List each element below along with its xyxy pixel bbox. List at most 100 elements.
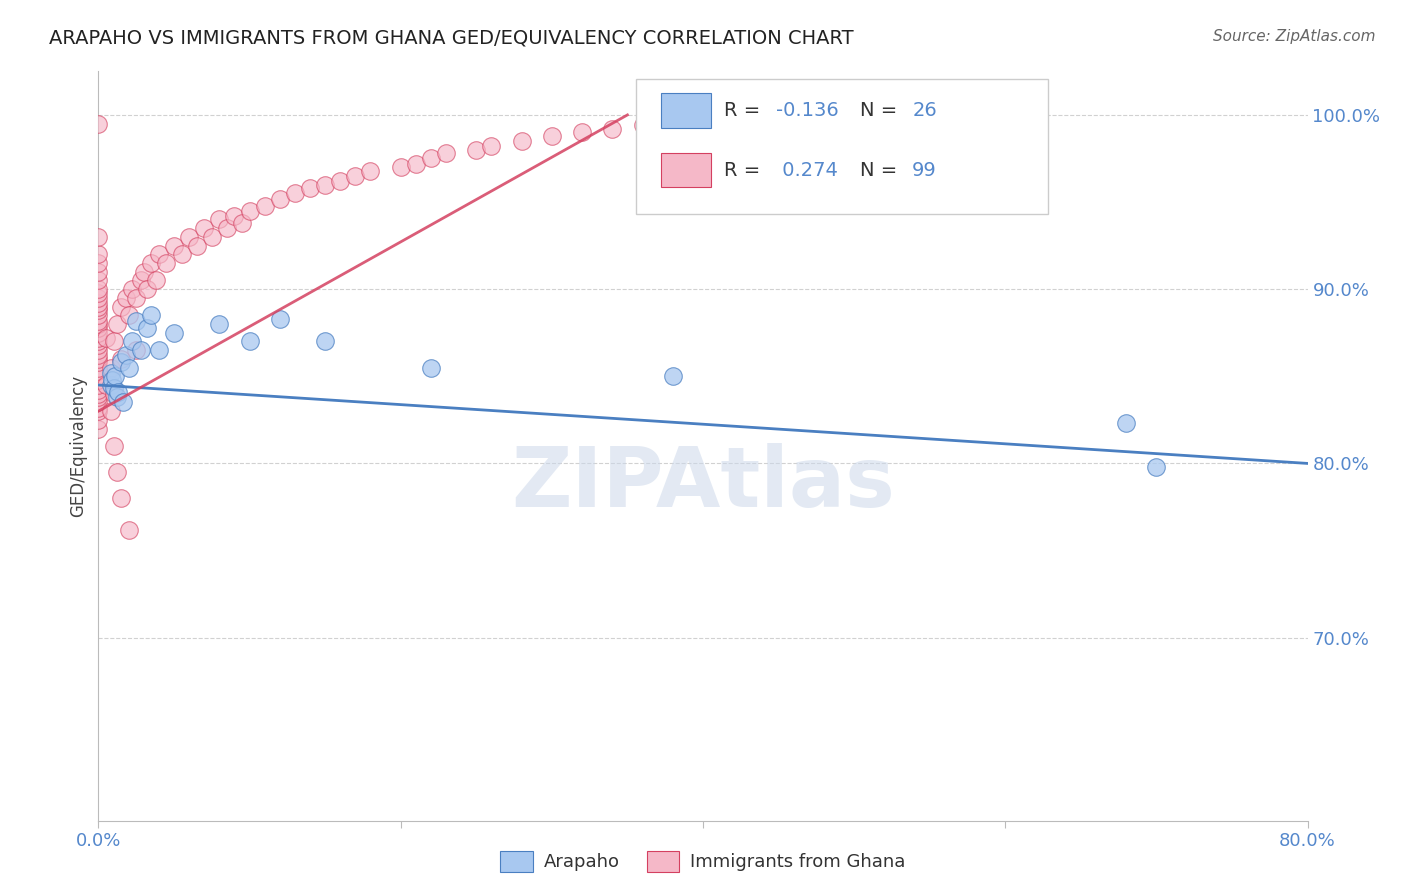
Point	[87, 285, 110, 300]
Point	[87, 369, 110, 384]
Point	[87, 413, 110, 427]
Y-axis label: GED/Equivalency: GED/Equivalency	[69, 375, 87, 517]
Point	[141, 256, 163, 270]
Point	[155, 256, 177, 270]
Point	[253, 198, 276, 212]
Point	[163, 326, 186, 340]
Point	[118, 308, 141, 322]
Text: -0.136: -0.136	[776, 101, 838, 120]
Point	[631, 119, 654, 133]
Point	[783, 134, 806, 148]
Point	[121, 282, 143, 296]
Point	[299, 181, 322, 195]
Point	[269, 192, 291, 206]
Point	[110, 300, 132, 314]
Point	[110, 491, 132, 506]
Point	[1115, 417, 1137, 431]
Point	[752, 108, 775, 122]
Point	[132, 265, 155, 279]
Point	[239, 334, 262, 349]
Point	[100, 378, 122, 392]
Point	[389, 160, 412, 174]
Point	[602, 121, 624, 136]
Text: 99: 99	[912, 161, 936, 180]
FancyBboxPatch shape	[637, 78, 1047, 214]
Point	[540, 128, 562, 143]
Point	[661, 115, 683, 129]
Text: Source: ZipAtlas.com: Source: ZipAtlas.com	[1212, 29, 1375, 44]
Point	[87, 360, 110, 375]
Point	[87, 313, 110, 327]
Point	[87, 282, 110, 296]
Point	[360, 163, 382, 178]
Point	[105, 317, 128, 331]
Point	[314, 334, 336, 349]
Point	[103, 334, 125, 349]
Point	[87, 300, 110, 314]
Point	[844, 117, 866, 131]
Point	[208, 212, 231, 227]
Point	[125, 291, 148, 305]
Point	[510, 134, 533, 148]
Point	[87, 378, 110, 392]
Point	[87, 334, 110, 349]
Point	[87, 401, 110, 415]
Point	[208, 317, 231, 331]
Text: R =: R =	[724, 101, 766, 120]
Point	[87, 395, 110, 409]
Point	[420, 360, 443, 375]
Point	[87, 351, 110, 366]
Point	[405, 157, 427, 171]
Point	[141, 308, 163, 322]
Point	[179, 230, 201, 244]
Point	[813, 125, 835, 139]
Point	[434, 146, 457, 161]
Point	[103, 382, 125, 396]
Point	[111, 395, 134, 409]
Text: N =: N =	[860, 161, 904, 180]
Point	[118, 360, 141, 375]
Point	[87, 326, 110, 340]
Point	[104, 369, 127, 384]
Point	[87, 256, 110, 270]
Point	[125, 343, 148, 358]
Point	[87, 291, 110, 305]
Point	[103, 439, 125, 453]
Point	[314, 178, 336, 192]
Point	[100, 360, 122, 375]
Point	[135, 320, 157, 334]
Point	[87, 383, 110, 397]
Point	[224, 209, 246, 223]
Point	[87, 386, 110, 401]
Point	[87, 355, 110, 369]
Point	[87, 247, 110, 261]
Point	[87, 308, 110, 322]
Point	[231, 216, 253, 230]
Point	[87, 265, 110, 279]
Point	[87, 364, 110, 378]
Point	[94, 378, 117, 392]
Point	[571, 125, 593, 139]
Point	[105, 390, 128, 404]
Text: ZIPAtlas: ZIPAtlas	[510, 443, 896, 524]
Point	[1144, 459, 1167, 474]
Point	[121, 334, 143, 349]
Point	[692, 112, 714, 126]
Point	[110, 351, 132, 366]
Point	[94, 331, 117, 345]
Text: ARAPAHO VS IMMIGRANTS FROM GHANA GED/EQUIVALENCY CORRELATION CHART: ARAPAHO VS IMMIGRANTS FROM GHANA GED/EQU…	[49, 29, 853, 47]
Point	[101, 373, 124, 387]
Point	[87, 390, 110, 404]
Point	[87, 348, 110, 362]
Legend: Arapaho, Immigrants from Ghana: Arapaho, Immigrants from Ghana	[494, 844, 912, 879]
FancyBboxPatch shape	[661, 93, 711, 128]
Point	[100, 404, 122, 418]
Point	[186, 238, 208, 252]
Point	[103, 386, 125, 401]
Point	[329, 174, 352, 188]
Point	[125, 313, 148, 327]
Point	[87, 373, 110, 387]
Point	[100, 366, 122, 380]
Point	[344, 169, 367, 183]
Point	[163, 238, 186, 252]
